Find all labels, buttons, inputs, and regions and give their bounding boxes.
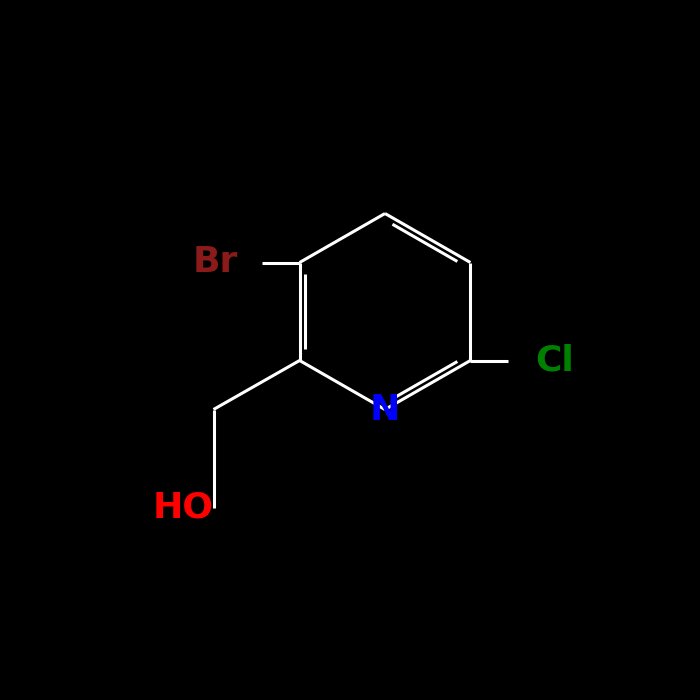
Text: HO: HO — [153, 491, 214, 524]
Text: N: N — [370, 393, 400, 426]
Text: Br: Br — [193, 246, 238, 279]
Text: Cl: Cl — [535, 344, 574, 377]
